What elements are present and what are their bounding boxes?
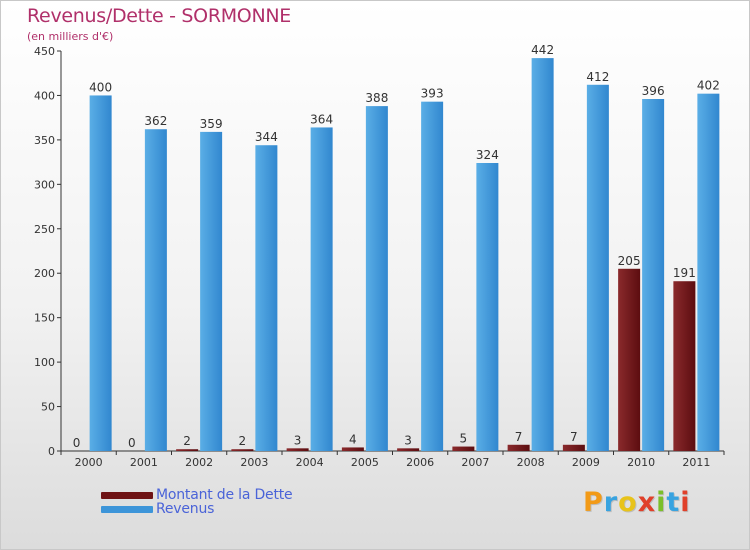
revenue-value-label: 324: [476, 148, 499, 162]
revenue-bar: [421, 101, 444, 452]
legend-item-revenue: Revenus: [101, 501, 292, 517]
revenue-value-label: 396: [642, 84, 665, 98]
x-tick-label: 2009: [572, 456, 600, 469]
debt-value-label: 2: [183, 434, 191, 448]
revenue-bar: [310, 127, 333, 451]
proxiti-logo: Proxiti: [583, 487, 691, 518]
debt-bar: [618, 268, 641, 451]
debt-bar: [341, 447, 364, 451]
x-tick-label: 2010: [627, 456, 655, 469]
revenue-value-label: 359: [200, 117, 223, 131]
revenue-bar: [586, 84, 609, 452]
debt-bar: [397, 448, 420, 451]
revenue-value-label: 344: [255, 130, 278, 144]
revenue-bar: [531, 58, 554, 451]
legend-label-revenue: Revenus: [156, 501, 215, 517]
y-tick-label: 450: [34, 45, 55, 58]
y-tick-label: 100: [34, 356, 55, 369]
revenue-bar: [255, 145, 278, 451]
revenue-value-label: 362: [144, 114, 167, 128]
revenue-bar: [200, 131, 223, 451]
y-tick-label: 150: [34, 312, 55, 325]
debt-value-label: 191: [673, 266, 696, 280]
y-tick-label: 0: [48, 445, 55, 458]
debt-bar: [176, 449, 199, 451]
x-tick-label: 2011: [682, 456, 710, 469]
x-tick-label: 2006: [406, 456, 434, 469]
revenue-value-label: 364: [310, 112, 333, 126]
x-tick-label: 2001: [130, 456, 158, 469]
debt-bar: [507, 444, 530, 451]
debt-bar: [452, 446, 475, 451]
y-tick-label: 300: [34, 178, 55, 191]
logo-letter: P: [583, 487, 604, 518]
debt-bar: [286, 448, 309, 451]
revenue-value-label: 442: [531, 43, 554, 57]
legend-item-debt: Montant de la Dette: [101, 487, 293, 503]
legend-label-debt: Montant de la Dette: [156, 487, 293, 503]
chart-legend: Montant de la Dette Revenus: [101, 487, 293, 517]
x-tick-label: 2007: [461, 456, 489, 469]
y-tick-label: 350: [34, 134, 55, 147]
x-tick-label: 2004: [296, 456, 324, 469]
x-tick-label: 2008: [517, 456, 545, 469]
legend-swatch-debt: [101, 491, 153, 499]
revenue-bar: [365, 106, 388, 451]
revenue-value-label: 412: [586, 70, 609, 84]
revenue-value-label: 402: [697, 79, 720, 93]
x-tick-label: 2003: [240, 456, 268, 469]
debt-value-label: 7: [570, 430, 578, 444]
y-tick-label: 50: [41, 401, 55, 414]
debt-value-label: 3: [294, 433, 302, 447]
revenue-bar: [89, 95, 112, 451]
revenue-value-label: 400: [89, 80, 112, 94]
chart-subtitle: (en milliers d'€): [27, 30, 114, 43]
chart-title: Revenus/Dette - SORMONNE: [27, 5, 291, 27]
logo-letter: i: [656, 487, 667, 518]
debt-value-label: 205: [618, 254, 641, 268]
debt-value-label: 2: [239, 434, 247, 448]
revenue-bar: [476, 163, 499, 451]
revenue-value-label: 388: [365, 91, 388, 105]
logo-letter: i: [680, 487, 691, 518]
debt-value-label: 5: [460, 432, 468, 446]
x-tick-label: 2002: [185, 456, 213, 469]
revenue-bar: [697, 93, 720, 452]
debt-value-label: 3: [404, 433, 412, 447]
debt-value-label: 4: [349, 432, 357, 446]
x-tick-label: 2005: [351, 456, 379, 469]
revenue-bar: [642, 99, 665, 451]
logo-letter: x: [637, 487, 657, 518]
y-tick-label: 400: [34, 89, 55, 102]
x-tick-label: 2000: [75, 456, 103, 469]
debt-value-label: 0: [73, 436, 81, 450]
y-tick-label: 250: [34, 223, 55, 236]
y-tick-label: 200: [34, 267, 55, 280]
debt-bar: [231, 449, 254, 451]
debt-value-label: 0: [128, 436, 136, 450]
debt-bar: [562, 444, 585, 451]
logo-letter: o: [618, 487, 638, 518]
legend-swatch-revenue: [101, 505, 153, 513]
logo-letter: r: [603, 487, 619, 518]
revenue-value-label: 393: [421, 87, 444, 101]
debt-bar: [673, 281, 696, 451]
revenue-bar: [144, 129, 167, 451]
debt-value-label: 7: [515, 430, 523, 444]
logo-letter: t: [666, 487, 681, 518]
